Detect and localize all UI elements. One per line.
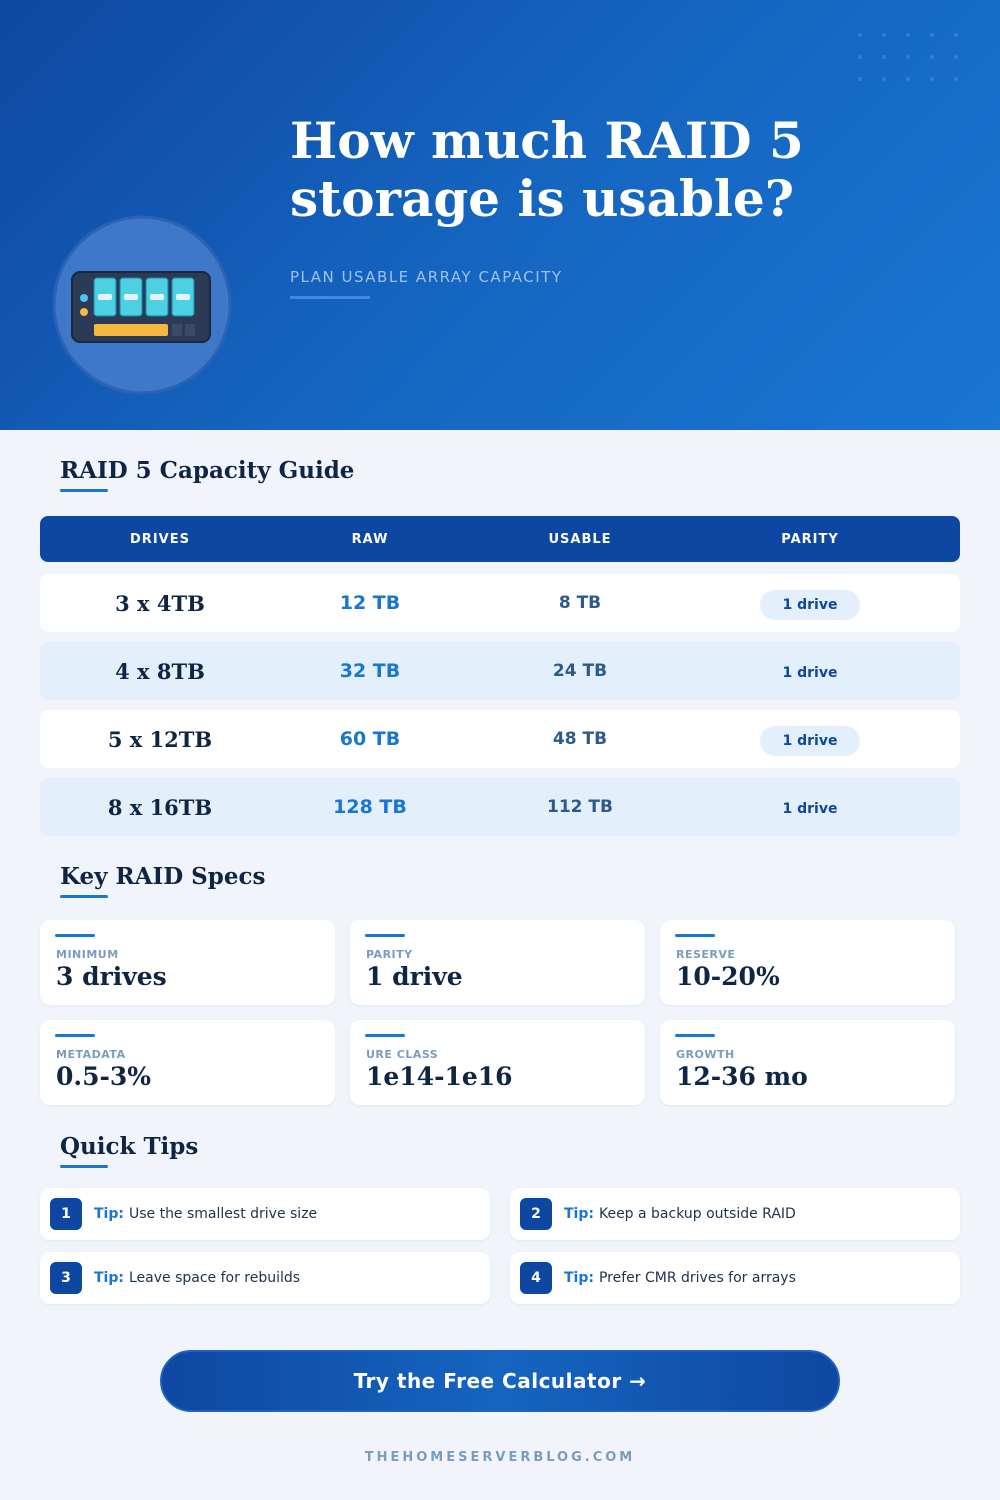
heading-underline bbox=[60, 1165, 108, 1168]
hero: How much RAID 5 storage is usable? PLAN … bbox=[0, 0, 1000, 430]
card-accent bbox=[675, 934, 715, 937]
column-header: USABLE bbox=[548, 531, 612, 547]
table-cell: 5 x 12TB bbox=[107, 726, 213, 752]
tip-line: Tip: Keep a backup outside RAID bbox=[564, 1188, 796, 1240]
spec-value: 0.5-3% bbox=[56, 1062, 152, 1091]
spec-card: METADATA 0.5-3% bbox=[40, 1020, 335, 1105]
spec-card: URE CLASS 1e14-1e16 bbox=[350, 1020, 645, 1105]
table-cell: 24 TB bbox=[552, 661, 608, 681]
table-cell: 3 x 4TB bbox=[115, 590, 205, 616]
spec-card: PARITY 1 drive bbox=[350, 920, 645, 1005]
spec-card: RESERVE 10-20% bbox=[660, 920, 955, 1005]
card-accent bbox=[365, 1034, 405, 1037]
table-row: 5 x 12TB 60 TB 48 TB 1 drive bbox=[40, 710, 960, 768]
table-row: 4 x 8TB 32 TB 24 TB 1 drive bbox=[40, 642, 960, 700]
heading-underline bbox=[60, 489, 108, 492]
tip-text: Leave space for rebuilds bbox=[128, 1270, 301, 1286]
tip-line: Tip: Use the smallest drive size bbox=[94, 1188, 317, 1240]
table-cell: 48 TB bbox=[552, 729, 608, 749]
hero-decor bbox=[52, 33, 958, 395]
table-cell: 8 TB bbox=[558, 593, 602, 613]
tip-label: Tip: bbox=[564, 1206, 594, 1222]
cta-button[interactable]: Try the Free Calculator → bbox=[160, 1350, 840, 1412]
tip-label: Tip: bbox=[94, 1206, 124, 1222]
tip-line: Tip: Leave space for rebuilds bbox=[94, 1252, 300, 1304]
table-cell: 12 TB bbox=[339, 592, 401, 614]
footer: THEHOMESERVERBLOG.COM bbox=[364, 1450, 636, 1465]
spec-value: 1 drive bbox=[366, 962, 463, 991]
tip-card: 2 Tip: Keep a backup outside RAID bbox=[510, 1188, 960, 1240]
table-cell: 1 drive bbox=[710, 710, 910, 768]
spec-card: GROWTH 12-36 mo bbox=[660, 1020, 955, 1105]
table-cell: 128 TB bbox=[333, 796, 407, 818]
spec-label: PARITY bbox=[366, 948, 413, 961]
table-header: DRIVES RAW USABLE PARITY bbox=[40, 516, 960, 562]
subtitle: PLAN USABLE ARRAY CAPACITY bbox=[290, 268, 563, 286]
tip-text: Use the smallest drive size bbox=[128, 1206, 318, 1222]
spec-label: GROWTH bbox=[676, 1048, 735, 1061]
tip-number: 2 bbox=[520, 1198, 552, 1230]
tip-number: 4 bbox=[520, 1262, 552, 1294]
card-accent bbox=[55, 1034, 95, 1037]
table-cell: 1 drive bbox=[710, 574, 910, 632]
title: How much RAID 5 storage is usable? bbox=[290, 111, 804, 228]
table-cell: 1 drive bbox=[710, 778, 910, 836]
tip-text: Keep a backup outside RAID bbox=[598, 1206, 796, 1222]
section-heading: Quick Tips bbox=[60, 1133, 199, 1160]
table-cell: 4 x 8TB bbox=[115, 658, 205, 684]
tip-number: 3 bbox=[50, 1262, 82, 1294]
parity-pill: 1 drive bbox=[782, 801, 838, 817]
spec-value: 12-36 mo bbox=[676, 1062, 808, 1091]
section-heading: RAID 5 Capacity Guide bbox=[60, 457, 355, 484]
table-cell: 8 x 16TB bbox=[107, 794, 213, 820]
tip-label: Tip: bbox=[94, 1270, 124, 1286]
table-cell: 1 drive bbox=[710, 642, 910, 700]
spec-label: METADATA bbox=[56, 1048, 126, 1061]
spec-label: RESERVE bbox=[676, 948, 736, 961]
parity-pill: 1 drive bbox=[760, 726, 860, 756]
card-accent bbox=[55, 934, 95, 937]
card-accent bbox=[675, 1034, 715, 1037]
table-cell: 32 TB bbox=[339, 660, 401, 682]
parity-pill: 1 drive bbox=[782, 665, 838, 681]
tip-number: 1 bbox=[50, 1198, 82, 1230]
tip-label: Tip: bbox=[564, 1270, 594, 1286]
spec-card: MINIMUM 3 drives bbox=[40, 920, 335, 1005]
parity-pill: 1 drive bbox=[760, 590, 860, 620]
heading-underline bbox=[60, 895, 108, 898]
spec-value: 10-20% bbox=[676, 962, 780, 991]
spec-value: 3 drives bbox=[56, 962, 167, 991]
spec-label: MINIMUM bbox=[56, 948, 119, 961]
card-accent bbox=[365, 934, 405, 937]
tip-line: Tip: Prefer CMR drives for arrays bbox=[564, 1252, 796, 1304]
table-row: 8 x 16TB 128 TB 112 TB 1 drive bbox=[40, 778, 960, 836]
tip-card: 3 Tip: Leave space for rebuilds bbox=[40, 1252, 490, 1304]
tip-card: 1 Tip: Use the smallest drive size bbox=[40, 1188, 490, 1240]
column-header: PARITY bbox=[781, 531, 839, 547]
section-heading: Key RAID Specs bbox=[60, 863, 266, 890]
table-cell: 112 TB bbox=[547, 797, 613, 817]
column-header: RAW bbox=[351, 531, 389, 547]
spec-label: URE CLASS bbox=[366, 1048, 439, 1061]
tip-text: Prefer CMR drives for arrays bbox=[598, 1270, 796, 1286]
column-header: DRIVES bbox=[130, 531, 190, 547]
table-cell: 60 TB bbox=[339, 728, 401, 750]
tip-card: 4 Tip: Prefer CMR drives for arrays bbox=[510, 1252, 960, 1304]
spec-value: 1e14-1e16 bbox=[366, 1062, 513, 1091]
table-row: 3 x 4TB 12 TB 8 TB 1 drive bbox=[40, 574, 960, 632]
